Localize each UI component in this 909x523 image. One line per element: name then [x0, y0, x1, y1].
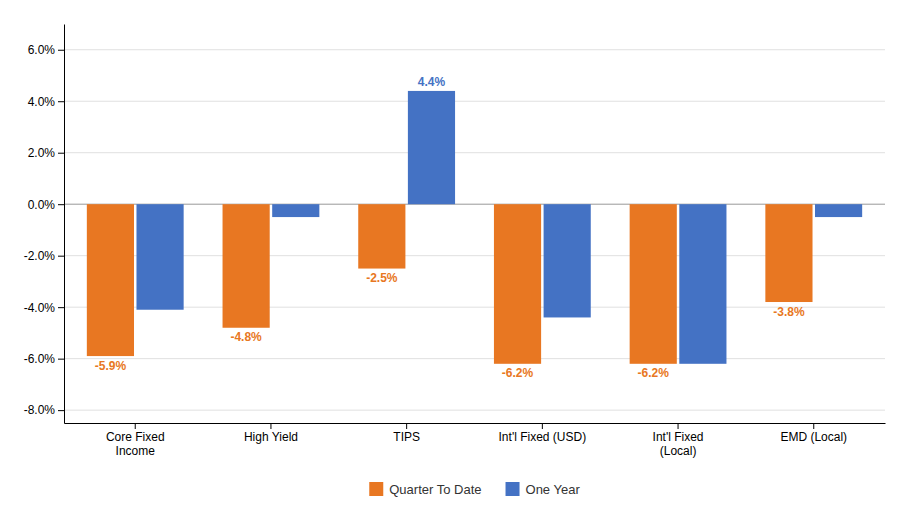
x-tick-label: High Yield — [244, 430, 298, 444]
y-tick: -8.0% — [24, 403, 64, 417]
y-tick-label: 0.0% — [28, 198, 56, 212]
grid-line — [64, 358, 885, 359]
y-tick-mark — [58, 50, 64, 51]
grid-line — [64, 307, 885, 308]
x-tick-label: Int'l Fixed (USD) — [499, 430, 587, 444]
bar — [815, 204, 862, 217]
x-axis: Core FixedIncome High Yield TIPS Int'l Fixe… — [65, 423, 886, 458]
y-tick: -6.0% — [24, 352, 64, 366]
x-tick: EMD (Local) — [780, 423, 847, 444]
legend-item: One Year — [506, 482, 581, 497]
y-tick: -2.0% — [24, 249, 64, 263]
data-label: -2.5% — [366, 271, 398, 285]
legend-swatch — [506, 482, 520, 496]
bar — [630, 204, 677, 364]
y-tick: 2.0% — [28, 146, 64, 160]
grid-line — [64, 49, 885, 50]
bar — [494, 204, 541, 364]
x-tick-mark — [813, 423, 814, 429]
y-tick-mark — [58, 256, 64, 257]
x-tick-label-line: High Yield — [244, 430, 298, 444]
x-tick-label: Int'l Fixed(Local) — [653, 430, 704, 458]
x-tick-mark — [270, 423, 271, 429]
data-label: -6.2% — [638, 366, 670, 380]
grid-line — [64, 152, 885, 153]
data-label: -3.8% — [773, 305, 805, 319]
data-label: -6.2% — [502, 366, 534, 380]
data-label: -4.8% — [230, 330, 262, 344]
chart-container: -5.9%-4.8%-2.5%-6.2%-6.2%-3.8%4.4%-8.0%-… — [0, 0, 909, 523]
bar — [87, 204, 134, 356]
y-tick-mark — [58, 101, 64, 102]
x-axis-line — [65, 423, 886, 424]
bar-series — [87, 204, 813, 364]
y-tick: 6.0% — [28, 43, 64, 57]
bar — [679, 204, 726, 364]
legend-item: Quarter To Date — [369, 482, 481, 497]
bar — [272, 204, 319, 217]
grid-line — [64, 410, 885, 411]
y-tick-mark — [58, 307, 64, 308]
y-tick-mark — [58, 153, 64, 154]
bar — [544, 204, 591, 317]
bar-series — [136, 91, 862, 364]
grid-line — [64, 204, 885, 205]
y-tick-label: -6.0% — [24, 352, 56, 366]
y-tick: -4.0% — [24, 301, 64, 315]
y-tick-label: -8.0% — [24, 403, 56, 417]
y-tick-label: -2.0% — [24, 249, 56, 263]
y-tick-mark — [58, 359, 64, 360]
y-tick: 4.0% — [28, 95, 64, 109]
y-tick: 0.0% — [28, 198, 64, 212]
legend: Quarter To Date One Year — [369, 482, 580, 497]
x-tick: TIPS — [393, 423, 420, 444]
bar — [408, 91, 455, 204]
x-tick-mark — [678, 423, 679, 429]
y-tick-mark — [58, 410, 64, 411]
x-tick-label-line: TIPS — [393, 430, 420, 444]
x-tick-mark — [542, 423, 543, 429]
x-tick-label-line: (Local) — [660, 444, 697, 458]
bars — [87, 91, 862, 364]
data-label: 4.4% — [418, 75, 446, 89]
y-tick-label: 4.0% — [28, 95, 56, 109]
bar — [358, 204, 405, 268]
legend-label: One Year — [526, 482, 581, 497]
y-tick-label: 6.0% — [28, 43, 56, 57]
data-label: -5.9% — [95, 359, 127, 373]
x-tick: Core FixedIncome — [106, 423, 165, 458]
y-axis: -8.0% -6.0% -4.0% -2.0% 0.0% 2.0% 4.0% 6.0% — [24, 25, 65, 424]
bar — [136, 204, 183, 310]
y-axis-line — [64, 25, 65, 424]
x-tick: High Yield — [244, 423, 298, 444]
legend-swatch — [369, 482, 383, 496]
x-tick-label: EMD (Local) — [780, 430, 847, 444]
x-tick: Int'l Fixed (USD) — [499, 423, 587, 444]
grid-line — [64, 101, 885, 102]
x-tick-label-line: Core Fixed — [106, 430, 165, 444]
x-tick-mark — [135, 423, 136, 429]
grid — [64, 50, 885, 410]
bar — [765, 204, 812, 302]
y-tick-mark — [58, 204, 64, 205]
grid-line — [64, 255, 885, 256]
x-tick-mark — [406, 423, 407, 429]
x-tick-label-line: Int'l Fixed — [653, 430, 704, 444]
y-tick-label: -4.0% — [24, 301, 56, 315]
chart-svg: -5.9%-4.8%-2.5%-6.2%-6.2%-3.8%4.4%-8.0%-… — [0, 0, 909, 523]
x-tick-label-line: EMD (Local) — [780, 430, 847, 444]
x-tick-label-line: Income — [116, 444, 156, 458]
x-tick-label: Core FixedIncome — [106, 430, 165, 458]
x-tick-label-line: Int'l Fixed (USD) — [499, 430, 587, 444]
x-tick-label: TIPS — [393, 430, 420, 444]
y-tick-label: 2.0% — [28, 146, 56, 160]
x-tick: Int'l Fixed(Local) — [653, 423, 704, 458]
plot: -5.9%-4.8%-2.5%-6.2%-6.2%-3.8%4.4%-8.0%-… — [24, 25, 886, 458]
data-labels: -5.9% -4.8% -2.5% -6.2% -6.2% -3.8% 4.4% — [95, 75, 805, 380]
legend-label: Quarter To Date — [389, 482, 481, 497]
bar — [223, 204, 270, 328]
